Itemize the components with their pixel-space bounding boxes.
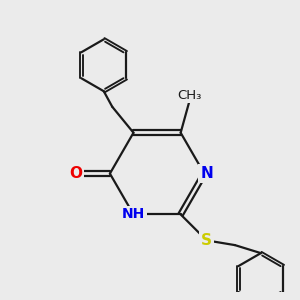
- Text: S: S: [201, 233, 212, 248]
- Text: O: O: [69, 166, 82, 181]
- Text: NH: NH: [122, 207, 145, 221]
- Text: N: N: [200, 166, 213, 181]
- Text: CH₃: CH₃: [177, 89, 201, 102]
